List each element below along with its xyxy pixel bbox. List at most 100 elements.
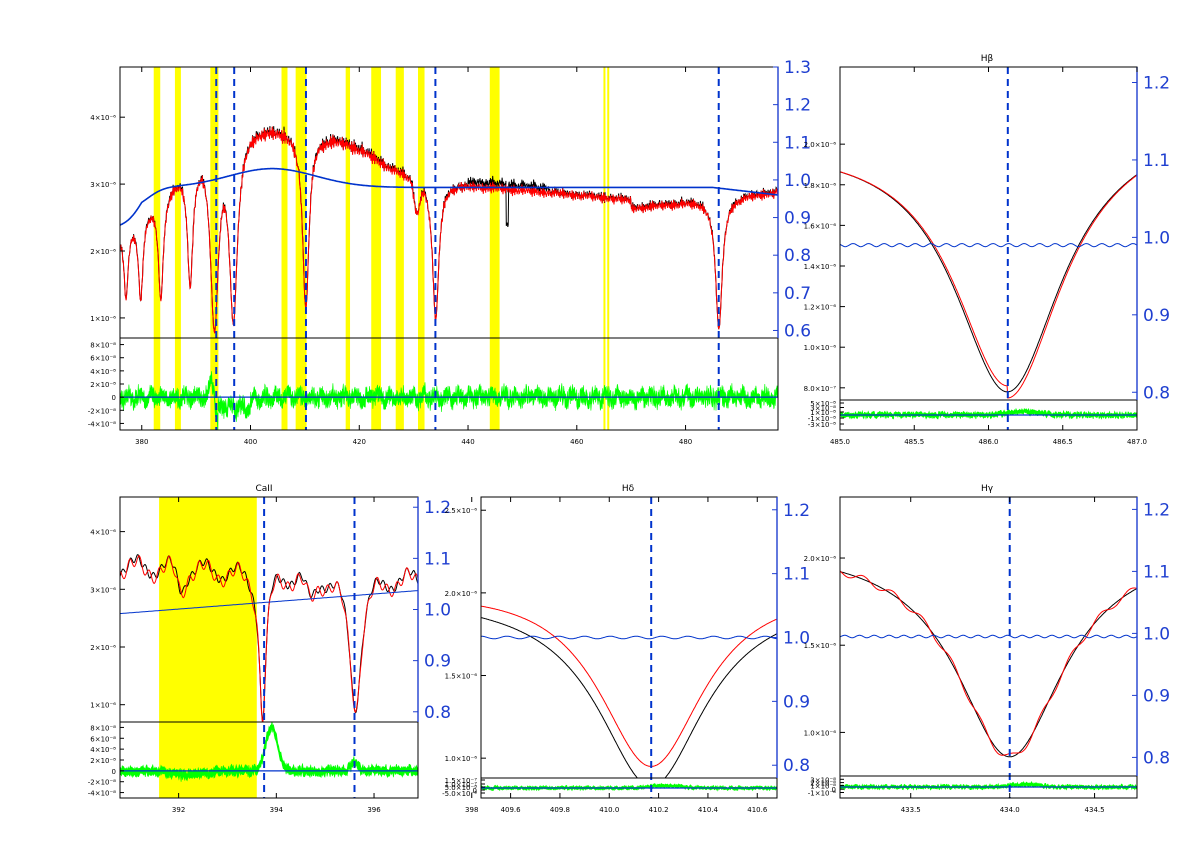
full-right-tick-label-6: 1.2 [784,96,811,116]
full-x-tick-label-2: 420 [353,438,366,446]
cak-resid-tick-label-0: 8×10⁻⁸ [90,724,116,732]
full-resid-tick-label-6: -4×10⁻⁸ [88,420,116,428]
panel-cak: 392 394 396 398 1×10⁻⁶ 2×10⁻⁶ 3×10⁻⁶ 4×10⁻⁶ 0.8 0… [88,496,478,814]
full-resid-tick-label-3: 2×10⁻⁸ [90,381,116,389]
cak-x-tick-label-2: 396 [367,806,381,814]
cak-panel-title: CaII [255,484,272,494]
hb-right-tick-label-4: 1.2 [1143,73,1170,93]
hg-right-tick-label-3: 1.1 [1143,562,1170,582]
hd-right-tick-label-1: 0.9 [783,692,810,712]
full-mask-band-7 [395,67,404,430]
hd-resid-tick-label-1: 1.0×10⁻⁷ [445,781,478,789]
hb-y-tick-label-3: 1.4×10⁻⁶ [804,263,837,271]
full-y-tick-label-0: 1×10⁻⁶ [90,315,116,323]
full-resid-tick-label-4: 0 [112,394,116,402]
hd-continuum-ratio [481,635,777,640]
hg-resid-tick-label-4: -1×10⁻⁸ [808,790,836,798]
full-model-spectrum [120,126,778,334]
cak-mask-band-0 [159,497,257,798]
full-mask-band-4 [295,67,307,430]
hd-x-tick-label-5: 410.6 [747,806,768,814]
full-x-tick-label-4: 460 [570,438,583,446]
hb-residual-band [840,407,1137,420]
hd-y-tick-label-1: 1.5×10⁻⁶ [445,673,478,681]
full-mask-band-9 [489,67,500,430]
hb-y-tick-label-5: 1.8×10⁻⁶ [804,182,837,190]
hb-x-tick-label-1: 485.5 [904,438,924,446]
cak-continuum-ratio [120,590,418,615]
hb-continuum-ratio [840,243,1137,248]
full-right-tick-label-4: 1.0 [784,171,811,191]
cak-x-tick-label-0: 392 [172,806,185,814]
full-x-tick-label-3: 440 [461,438,474,446]
cak-resid-tick-label-5: -2×10⁻⁸ [88,779,116,787]
hg-right-tick-label-2: 1.0 [1143,624,1170,644]
hg-resid-tick-label-2: 1×10⁻⁸ [810,782,836,790]
full-right-tick-label-1: 0.7 [784,284,811,304]
hb-right-tick-label-2: 1.0 [1143,228,1170,248]
hg-right-tick-label-0: 0.8 [1143,748,1170,768]
full-x-tick-label-0: 380 [135,438,148,446]
hg-resid-tick-label-1: 2×10⁻⁸ [810,780,836,788]
cak-right-tick-label-2: 1.0 [424,601,451,621]
hb-y-tick-label-0: 8.0×10⁻⁷ [804,385,837,393]
hd-resid-tick-label-3: 0 [473,787,477,795]
cak-right-tick-label-1: 0.9 [424,652,451,672]
hg-y-tick-label-1: 1.5×10⁻⁶ [804,642,837,650]
cak-x-tick-label-1: 394 [270,806,284,814]
cak-right-tick-label-4: 1.2 [424,498,451,518]
hd-right-tick-label-0: 0.8 [783,756,810,776]
panel-hg: 433.5 434.0 434.5 1.0×10⁻⁶ 1.5×10⁻⁶ 2.0×10⁻⁶ 0… [804,496,1170,814]
full-right-tick-label-3: 0.9 [784,209,811,229]
hb-model-spectrum [840,171,1137,399]
hb-observed-spectrum [840,171,1137,393]
panel-full: 380 400 420 440 460 480 1×10⁻⁶ 2×10⁻⁶ 3×10⁻⁶ 4×10… [88,58,811,446]
full-mask-band-1 [174,67,181,430]
full-y-tick-label-1: 2×10⁻⁶ [90,248,116,256]
hb-x-tick-label-3: 486.5 [1053,438,1073,446]
full-right-tick-label-5: 1.1 [784,133,811,153]
hb-resid-tick-label-1: 3×10⁻⁸ [810,405,836,413]
hb-resid-tick-label-4: -3×10⁻⁸ [808,421,836,429]
full-x-tick-label-5: 480 [679,438,692,446]
full-continuum-ratio [120,167,778,226]
hd-right-tick-label-4: 1.2 [783,501,810,521]
hg-model-spectrum [840,570,1137,756]
hd-y-tick-label-2: 2.0×10⁻⁶ [445,590,478,598]
hd-panel-title: Hδ [622,484,635,494]
hg-x-tick-label-1: 434.0 [1000,806,1020,814]
hd-x-tick-label-0: 409.6 [501,806,522,814]
full-x-tick-label-1: 400 [244,438,257,446]
hb-x-tick-label-2: 486.0 [978,438,998,446]
full-mask-band-0 [153,67,161,430]
full-y-tick-label-3: 4×10⁻⁶ [90,114,116,122]
hg-resid-tick-label-0: 3×10⁻⁸ [810,776,836,784]
panel-hb: 485.0 485.5 486.0 486.5 487.0 8.0×10⁻⁷ 1.0×10⁻… [804,66,1170,446]
hd-y-tick-label-0: 1.0×10⁻⁶ [445,755,478,763]
hg-panel-title: Hγ [981,484,994,494]
hb-x-tick-label-4: 487.0 [1127,438,1147,446]
full-resid-tick-label-5: -2×10⁻⁸ [88,407,116,415]
hg-y-tick-label-0: 1.0×10⁻⁶ [804,729,837,737]
hb-right-tick-label-0: 0.8 [1143,383,1170,403]
hd-resid-tick-label-2: 5.0×10⁻⁸ [445,784,478,792]
hd-y-tick-label-3: 2.5×10⁻⁶ [445,507,478,515]
cak-residual-band [120,722,418,782]
hb-y-tick-label-2: 1.2×10⁻⁶ [804,304,837,312]
hb-y-tick-label-6: 2.0×10⁻⁶ [804,141,837,149]
hg-x-tick-label-0: 433.5 [901,806,921,814]
full-mask-band-2 [210,67,219,430]
hd-resid-tick-label-4: -5.0×10⁻⁸ [442,790,477,798]
hb-panel-title: Hβ [981,54,994,64]
full-mask-band-10 [603,67,606,430]
hb-y-tick-label-4: 1.6×10⁻⁶ [804,222,837,230]
hd-x-tick-label-1: 409.8 [550,806,570,814]
cak-resid-tick-label-6: -4×10⁻⁸ [88,790,116,798]
full-right-tick-label-7: 1.3 [784,58,811,78]
hb-y-tick-label-1: 1.0×10⁻⁶ [804,344,837,352]
full-mask-band-11 [607,67,610,430]
hd-right-tick-label-2: 1.0 [783,629,810,649]
full-residual-band [120,371,778,430]
cak-x-tick-label-3: 398 [465,806,478,814]
